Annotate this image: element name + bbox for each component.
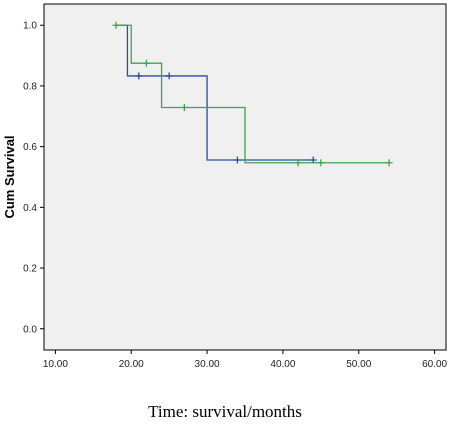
y-axis-ticks: 0.0 0.2 0.4 0.6 0.8 1.0 xyxy=(23,21,44,335)
censor-mark-1 xyxy=(135,72,143,80)
x-axis-caption: Time: survival/months xyxy=(148,402,302,421)
y-tick-label: 0.2 xyxy=(23,264,37,275)
y-tick-label: 0.6 xyxy=(23,142,37,153)
x-axis-ticks: 10.00 20.00 30.00 40.00 50.00 60.00 xyxy=(43,350,448,370)
km-chart: 0.0 0.2 0.4 0.6 0.8 1.0 10.00 20.00 30.00 40.00 5… xyxy=(2,3,448,370)
censor-mark-2 xyxy=(142,59,150,67)
x-tick-label: 50.00 xyxy=(346,359,371,370)
x-tick-label: 40.00 xyxy=(270,359,295,370)
censor-mark-2 xyxy=(385,159,393,167)
x-tick-label: 60.00 xyxy=(422,359,447,370)
censor-mark-2 xyxy=(112,21,120,29)
y-tick-label: 0.0 xyxy=(23,324,37,335)
survival-curve-2 xyxy=(116,24,390,164)
x-tick-label: 10.00 xyxy=(43,359,68,370)
plot-area xyxy=(43,3,447,351)
censor-mark-1 xyxy=(233,156,241,164)
y-tick-label: 1.0 xyxy=(23,21,37,32)
y-tick-label: 0.4 xyxy=(23,203,37,214)
censor-mark-1 xyxy=(165,72,173,80)
chart-marks xyxy=(112,21,393,167)
censor-mark-2 xyxy=(180,103,188,111)
y-tick-label: 0.8 xyxy=(23,81,37,92)
x-tick-label: 30.00 xyxy=(195,359,220,370)
x-tick-label: 20.00 xyxy=(119,359,144,370)
y-axis-title: Cum Survival xyxy=(2,135,17,218)
censor-mark-2 xyxy=(294,159,302,167)
censor-mark-2 xyxy=(317,159,325,167)
